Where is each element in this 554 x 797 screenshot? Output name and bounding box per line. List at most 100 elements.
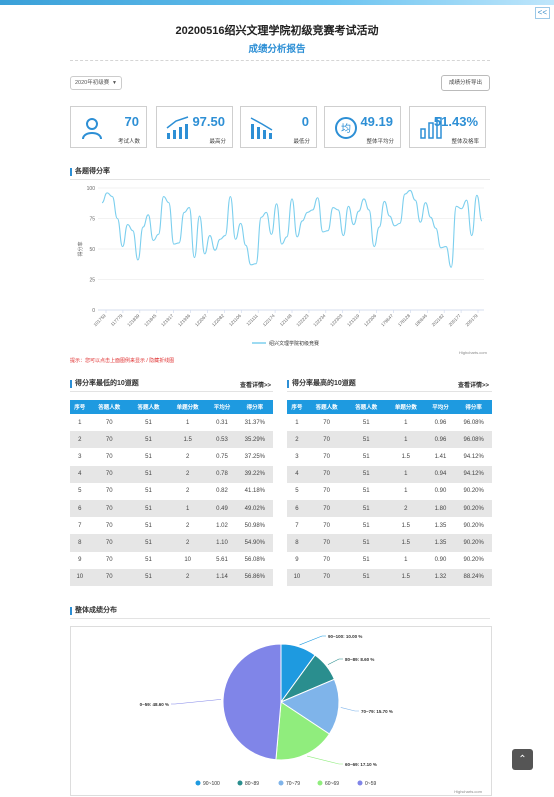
table-cell: 51 (145, 557, 152, 564)
page-subtitle: 成绩分析报告 (248, 44, 306, 55)
trend-up-icon (166, 116, 189, 139)
y-tick-label: 100 (87, 186, 96, 192)
table-cell: 51 (145, 453, 152, 460)
table-cell: 2 (186, 453, 190, 460)
pie-data-label: 80~89: 8.60 % (345, 657, 374, 662)
table-row: 2 70 51 1 0.96 96.08% (287, 431, 492, 449)
chevron-up-icon: ⌃ (518, 754, 527, 765)
table-cell: 51 (362, 522, 370, 529)
x-tick-label: 179647 (380, 313, 395, 328)
table-cell: 2 (186, 488, 190, 495)
pie-connector (306, 755, 343, 765)
table-row: 3 70 51 2 0.75 37.25% (70, 448, 273, 465)
table-cell: 54.90% (236, 534, 273, 552)
x-tick-label: 122303 (329, 313, 344, 328)
table-cell: 70 (306, 465, 347, 483)
pie-connector (327, 658, 343, 665)
stat-value: 97.50 (192, 114, 225, 129)
table-row: 6 70 51 1 0.49 49.02% (70, 499, 273, 518)
column-header: 单题分数 (168, 400, 208, 414)
high-more-link[interactable]: 查看详情>> (458, 383, 490, 389)
table-cell: 70 (306, 568, 347, 586)
table-cell: 70 (89, 431, 129, 449)
table-cell: 2 (168, 534, 208, 552)
legend-swatch (317, 780, 323, 786)
table-cell: 1 (186, 419, 190, 426)
lowest-table: 序号 答题人数 答题人数 单题分数 平均分 得分率 1 70 51 1 0.31 31.37% 2 70 5… (70, 400, 273, 586)
trend-down-icon (250, 117, 273, 139)
table-cell: 70 (89, 499, 129, 518)
table-cell: 51 (346, 499, 387, 518)
x-tick-label: 122067 (194, 313, 209, 328)
stat-value: 51.43% (433, 114, 478, 129)
column-header: 得分率 (455, 400, 492, 414)
y-tick-label: 75 (89, 217, 95, 223)
table-cell: 0.53 (207, 431, 237, 449)
divider (70, 391, 273, 392)
top-accent-bar (0, 0, 554, 5)
collapse-button[interactable]: << (534, 7, 550, 19)
x-tick-label: 121936 (177, 313, 192, 328)
table-cell: 4 (70, 465, 90, 483)
table-cell: 51 (128, 499, 169, 518)
column-header: 平均分 (425, 400, 456, 414)
table-cell: 1.10 (207, 534, 237, 552)
table-row: 4 70 51 1 0.94 94.12% (287, 465, 492, 483)
table-cell: 37.25% (244, 453, 266, 460)
table-cell: 96.08% (455, 431, 492, 449)
export-button[interactable]: 成绩分析导出 (441, 75, 490, 91)
column-header: 单题分数 (386, 400, 426, 414)
table-cell: 51 (346, 568, 387, 586)
table-cell: 5 (295, 488, 299, 495)
table-cell: 49.02% (236, 499, 273, 518)
table-cell: 2 (186, 522, 190, 529)
x-tick-label: 180646 (414, 313, 429, 328)
table-cell: 31.37% (244, 419, 266, 426)
table-cell: 51 (145, 419, 152, 426)
person-icon (82, 118, 102, 140)
table-cell: 3 (295, 453, 299, 460)
table-cell: 0.31 (216, 419, 228, 426)
contest-select[interactable]: 2020年初级赛 ▼ (70, 76, 122, 90)
table-cell: 70 (323, 453, 330, 460)
table-cell: 0.78 (207, 465, 237, 483)
legend-label: 70~79 (286, 781, 300, 787)
table-cell: 1.35 (434, 522, 447, 529)
table-cell: 70 (323, 488, 330, 495)
x-tick-label: 101759 (93, 313, 108, 328)
table-cell: 0.96 (425, 431, 456, 449)
table-cell: 0.82 (216, 488, 228, 495)
table-cell: 70 (105, 419, 113, 426)
x-tick-label: 121106 (228, 313, 242, 327)
x-tick-label: 121845 (143, 313, 158, 328)
table-cell: 51 (145, 522, 152, 529)
table-cell: 1 (386, 465, 426, 483)
scroll-top-button[interactable]: ⌃ (512, 749, 533, 770)
x-tick-label: 178128 (397, 313, 412, 328)
table-cell: 51 (346, 431, 387, 449)
table-cell: 6 (70, 499, 90, 518)
contest-select-value: 2020年初级赛 (75, 80, 110, 86)
table-cell: 70 (306, 534, 347, 552)
table-cell: 51 (346, 534, 387, 552)
section-title-line: 各题得分率 (70, 168, 110, 176)
table-cell: 70 (105, 522, 113, 529)
x-tick-label: 121111 (245, 313, 259, 327)
chart-credit: Highcharts.com (454, 789, 482, 794)
table-cell: 0.75 (216, 453, 228, 460)
y-axis-label: 得分率 (77, 241, 84, 256)
series-line (101, 189, 483, 268)
legend-swatch (237, 780, 243, 786)
table-cell: 56.86% (236, 568, 273, 586)
column-header: 答题人数 (128, 400, 169, 414)
table-cell: 1.5 (401, 522, 410, 529)
low-more-link[interactable]: 查看详情>> (240, 383, 272, 389)
stat-card-min: 0 最低分 (240, 106, 317, 148)
stat-card-passrate: 51.43% 整体及格率 (409, 106, 486, 148)
stat-label: 最低分 (293, 139, 310, 145)
svg-text:均: 均 (341, 123, 351, 135)
table-cell: 7 (295, 522, 299, 529)
table-row: 5 70 51 1 0.90 90.20% (287, 483, 492, 500)
table-cell: 1.5 (401, 453, 410, 460)
